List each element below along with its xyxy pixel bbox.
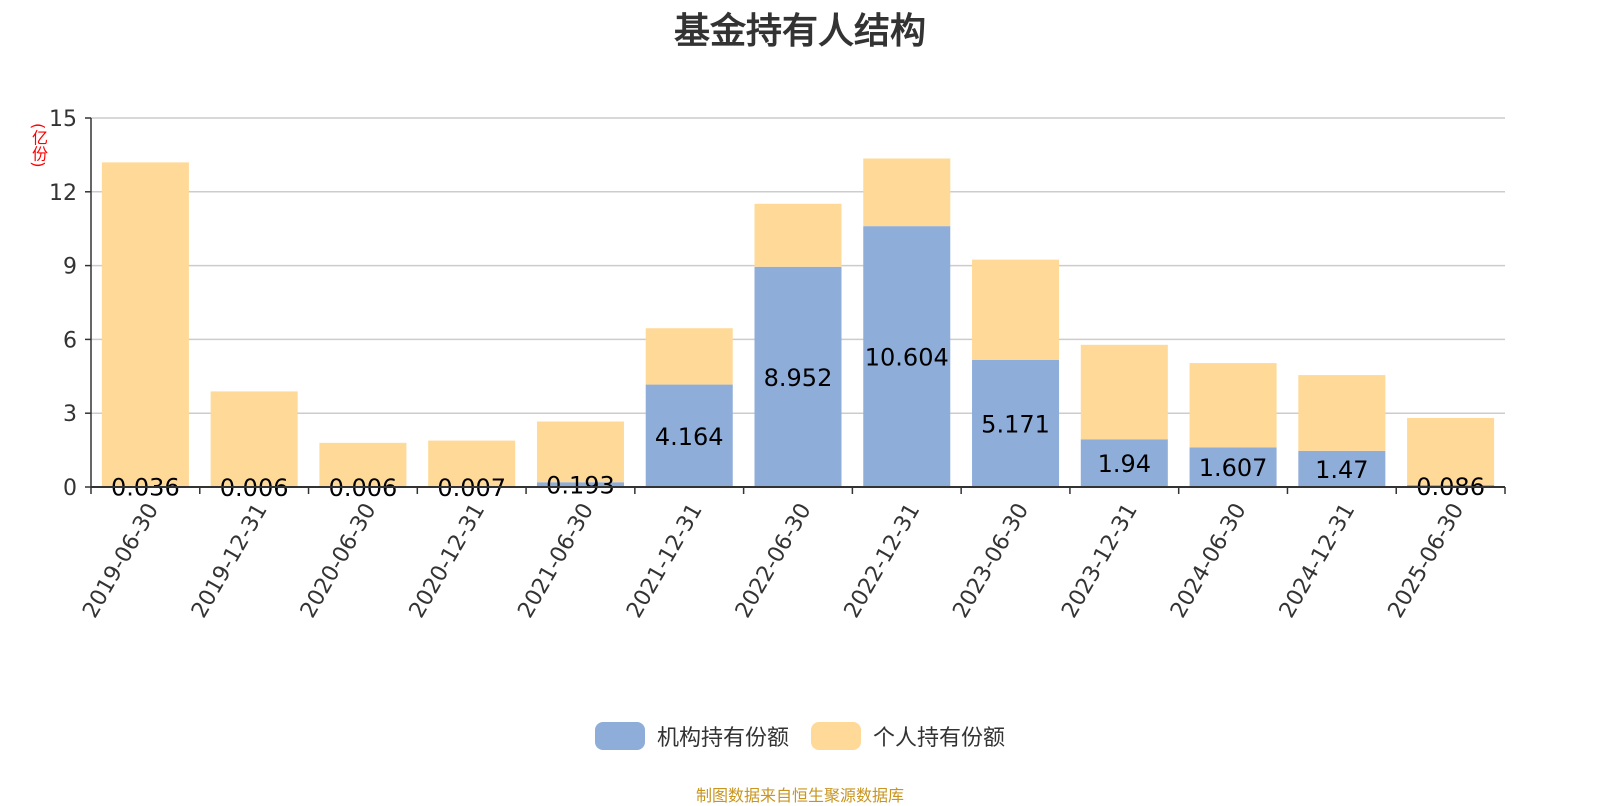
- x-tick-label: 2020-06-30: [296, 499, 382, 622]
- bars: [102, 158, 1494, 487]
- x-tick-label: 2020-12-31: [405, 499, 491, 622]
- bar-individual: [754, 204, 841, 267]
- bar-individual: [1298, 375, 1385, 451]
- legend-item-institutional[interactable]: 机构持有份额: [595, 720, 789, 752]
- y-tick-label: 9: [63, 255, 77, 280]
- y-tick-label: 12: [49, 181, 77, 206]
- bar-individual: [863, 158, 950, 226]
- bar-value-label: 1.94: [1098, 450, 1151, 478]
- bar-individual: [972, 260, 1059, 360]
- legend: 机构持有份额 个人持有份额: [0, 720, 1600, 752]
- bar-individual: [646, 328, 733, 384]
- y-axis-unit: (亿份): [16, 122, 50, 168]
- x-tick-label: 2022-12-31: [840, 499, 926, 622]
- x-tick-label: 2021-06-30: [513, 499, 599, 622]
- bar-value-label: 5.171: [981, 410, 1050, 438]
- x-tick-label: 2019-06-30: [78, 499, 164, 622]
- legend-item-individual[interactable]: 个人持有份额: [811, 720, 1005, 752]
- x-tick-label: 2024-06-30: [1166, 499, 1252, 622]
- bar-individual: [1190, 363, 1277, 447]
- bar-value-label: 0.193: [546, 472, 615, 500]
- legend-label-individual: 个人持有份额: [873, 720, 1005, 752]
- legend-swatch-institutional: [595, 722, 645, 750]
- x-tick-label: 2024-12-31: [1275, 499, 1361, 622]
- bar-individual: [102, 162, 189, 486]
- x-tick-label: 2022-06-30: [731, 499, 817, 622]
- y-tick-label: 15: [49, 107, 77, 132]
- y-tick-label: 6: [63, 328, 77, 353]
- x-tick-label: 2023-12-31: [1057, 499, 1143, 622]
- bar-value-label: 1.47: [1315, 456, 1368, 484]
- bar-value-label: 1.607: [1199, 454, 1268, 482]
- x-tick-label: 2021-12-31: [622, 499, 708, 622]
- source-note: 制图数据来自恒生聚源数据库: [0, 782, 1600, 806]
- y-tick-label: 0: [63, 476, 77, 501]
- x-tick-label: 2023-06-30: [948, 499, 1034, 622]
- bar-value-label: 10.604: [865, 344, 949, 372]
- bar-value-label: 8.952: [764, 364, 833, 392]
- legend-swatch-individual: [811, 722, 861, 750]
- x-tick-label: 2025-06-30: [1384, 499, 1470, 622]
- bar-value-label: 4.164: [655, 423, 724, 451]
- legend-label-institutional: 机构持有份额: [657, 720, 789, 752]
- y-tick-label: 3: [63, 402, 77, 427]
- bar-individual: [211, 391, 298, 486]
- bar-individual: [1081, 345, 1168, 439]
- x-tick-label: 2019-12-31: [187, 499, 273, 622]
